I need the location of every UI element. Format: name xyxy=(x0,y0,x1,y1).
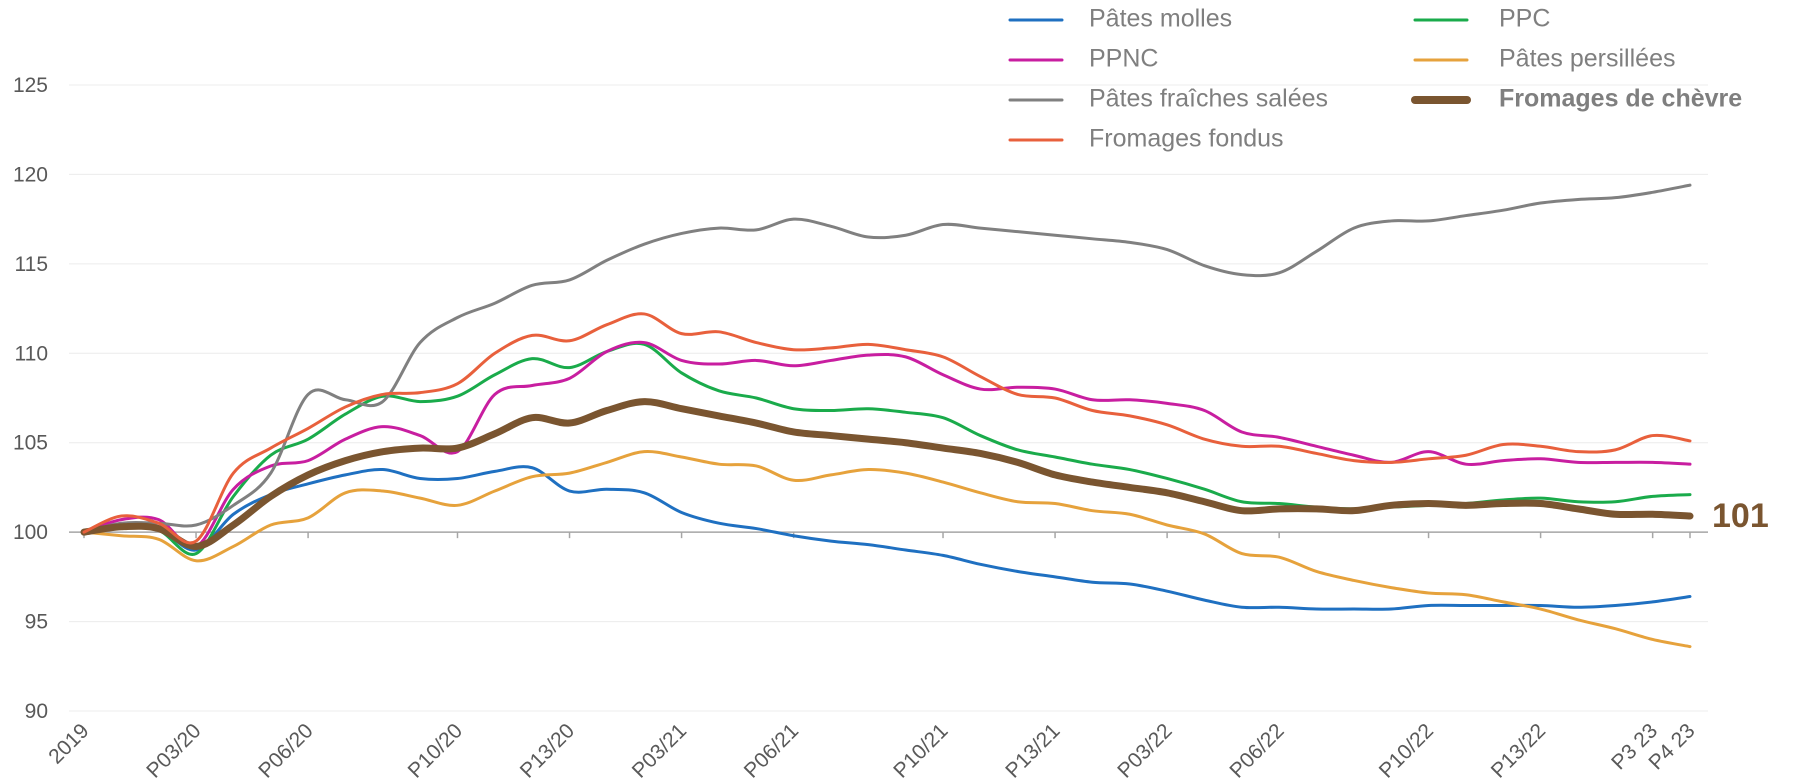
x-tick-label: 2019 xyxy=(44,719,93,768)
y-tick-label: 120 xyxy=(13,163,48,186)
x-tick-label: P13/20 xyxy=(516,719,579,782)
legend-label: PPC xyxy=(1499,5,1550,33)
y-tick-label: 125 xyxy=(13,74,48,97)
y-tick-label: 90 xyxy=(25,700,48,723)
y-tick-label: 95 xyxy=(25,611,48,634)
legend-label: Pâtes persillées xyxy=(1499,45,1675,73)
legend-label: Pâtes molles xyxy=(1089,5,1232,33)
y-tick-label: 115 xyxy=(15,253,48,276)
x-tick-label: P03/22 xyxy=(1113,719,1176,782)
series-line xyxy=(82,450,1692,649)
x-tick-label: P13/22 xyxy=(1487,719,1550,782)
legend-label: Fromages de chèvre xyxy=(1499,85,1742,113)
y-tick-label: 105 xyxy=(13,432,48,455)
x-tick-label: P10/21 xyxy=(889,719,952,782)
y-tick-label: 110 xyxy=(15,342,48,365)
x-tick-label: P03/21 xyxy=(628,719,691,782)
series-line xyxy=(82,340,1692,549)
legend-label: Fromages fondus xyxy=(1089,125,1284,153)
data-label: 101 xyxy=(1712,497,1769,535)
x-tick-label: P06/22 xyxy=(1225,719,1288,782)
legend-label: PPNC xyxy=(1089,45,1158,73)
x-tick-label: P10/22 xyxy=(1375,719,1438,782)
x-tick-label: P06/21 xyxy=(740,719,803,782)
series-line xyxy=(82,312,1692,545)
series-line xyxy=(82,341,1692,556)
x-tick-label: P10/20 xyxy=(404,719,467,782)
y-tick-label: 100 xyxy=(13,521,48,544)
series-line xyxy=(82,465,1692,611)
series-line xyxy=(82,183,1692,534)
series-line xyxy=(80,398,1694,550)
legend-label: Pâtes fraîches salées xyxy=(1089,85,1328,113)
x-tick-label: P03/20 xyxy=(142,719,205,782)
x-tick-label: P06/20 xyxy=(254,719,317,782)
x-tick-label: P13/21 xyxy=(1001,719,1064,782)
